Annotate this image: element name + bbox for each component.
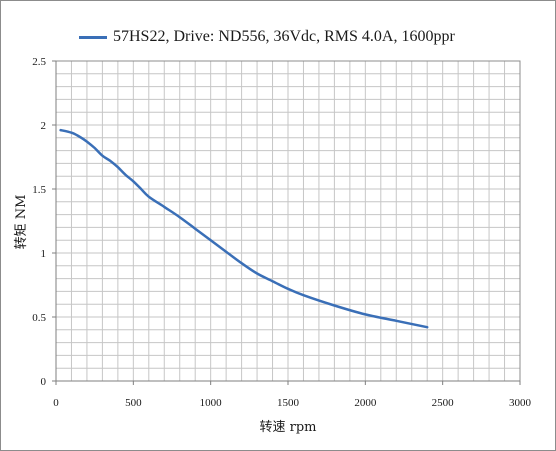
grid-layer xyxy=(56,61,520,381)
y-tick-label: 2.5 xyxy=(32,56,46,68)
y-axis-title: 转矩 NM xyxy=(14,195,29,250)
x-tick-label: 1000 xyxy=(200,397,223,409)
x-tick-label: 500 xyxy=(125,397,142,409)
x-tick-label: 2500 xyxy=(432,397,455,409)
series-layer xyxy=(59,128,429,329)
x-tick-label: 0 xyxy=(53,397,59,409)
x-tick-label: 1500 xyxy=(277,397,300,409)
y-tick-label: 1.5 xyxy=(32,184,46,196)
torque-curve-line xyxy=(59,128,429,329)
y-tick-label: 2 xyxy=(41,120,47,132)
legend: 57HS22, Drive: ND556, 36Vdc, RMS 4.0A, 1… xyxy=(79,27,455,47)
x-tick-label: 3000 xyxy=(509,397,532,409)
legend-label: 57HS22, Drive: ND556, 36Vdc, RMS 4.0A, 1… xyxy=(113,28,455,45)
ticks-layer: 0 500 1000 1500 2000 2500 3000 0 0.5 1 1.5 2 2.5 xyxy=(32,56,531,409)
x-axis-title: 转速 rpm xyxy=(260,420,317,435)
legend-swatch xyxy=(79,35,107,39)
y-tick-label: 0 xyxy=(41,376,47,388)
x-tick-label: 2000 xyxy=(354,397,377,409)
y-tick-label: 0.5 xyxy=(32,312,46,324)
y-tick-label: 1 xyxy=(41,248,47,260)
